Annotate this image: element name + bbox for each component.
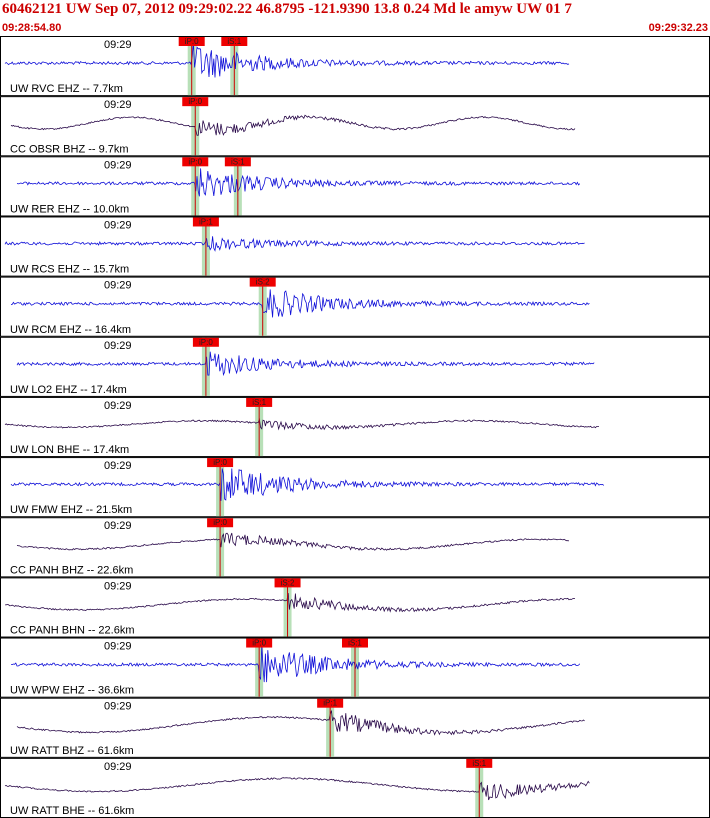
pick-flag[interactable] bbox=[221, 37, 248, 46]
row-border bbox=[0, 96, 710, 157]
event-title: 60462121 UW Sep 07, 2012 09:29:02.22 46.… bbox=[2, 1, 572, 17]
channel-row[interactable]: iP:0 09:29 UW FMW EHZ -- 21.5km bbox=[0, 457, 710, 518]
pick-label: iS:1 bbox=[227, 37, 241, 46]
channel-row[interactable]: iP:1 09:29 UW RCS EHZ -- 15.7km bbox=[0, 216, 710, 277]
waveform-trace bbox=[10, 468, 605, 501]
channel-label: UW RCM EHZ -- 16.4km bbox=[10, 324, 131, 336]
channel-label: UW FMW EHZ -- 21.5km bbox=[10, 504, 132, 516]
row-time-label: 09:29 bbox=[104, 219, 132, 231]
pick-flag[interactable] bbox=[246, 638, 273, 648]
waveform-trace bbox=[10, 289, 590, 318]
waveform-trace bbox=[16, 168, 581, 197]
pick-label: iP:1 bbox=[199, 217, 213, 226]
row-time-label: 09:29 bbox=[104, 340, 132, 352]
row-time-label: 09:29 bbox=[104, 580, 132, 592]
start-time-label: 09:28:54.80 bbox=[2, 22, 62, 34]
row-time-label: 09:29 bbox=[104, 641, 132, 653]
pick-label: iS:1 bbox=[231, 157, 245, 166]
channel-label: CC PANH BHZ -- 22.6km bbox=[10, 564, 133, 576]
channel-label: UW RER EHZ -- 10.0km bbox=[10, 203, 129, 215]
row-time-label: 09:29 bbox=[104, 400, 132, 412]
waveform-trace bbox=[10, 114, 576, 136]
row-time-label: 09:29 bbox=[104, 39, 132, 51]
pick-flag[interactable] bbox=[466, 758, 493, 768]
channel-row[interactable]: iP:1 09:29 UW RATT BHZ -- 61.6km bbox=[0, 697, 710, 758]
pick-flag[interactable] bbox=[342, 638, 368, 648]
pick-label: iS:1 bbox=[472, 759, 486, 768]
row-border bbox=[0, 216, 710, 277]
waveform-trace bbox=[4, 236, 585, 252]
pick-label: iP:0 bbox=[199, 338, 213, 347]
channel-row[interactable]: iP:0 iS:1 09:29 UW WPW EHZ -- 36.6km bbox=[0, 637, 710, 698]
pick-label: iP:0 bbox=[185, 37, 199, 46]
row-border bbox=[0, 577, 710, 638]
pick-flag[interactable] bbox=[207, 458, 234, 468]
channel-row[interactable]: iS:2 09:29 CC PANH BHN -- 22.6km bbox=[0, 577, 710, 638]
pick-label: iP:0 bbox=[213, 458, 227, 467]
waveform-trace bbox=[4, 42, 570, 78]
channel-label: UW RATT BHE -- 61.6km bbox=[10, 805, 134, 817]
row-border bbox=[0, 156, 710, 217]
pick-flag[interactable] bbox=[182, 157, 209, 167]
channel-row[interactable]: iP:0 09:29 CC OBSR BHZ -- 9.7km bbox=[0, 96, 710, 157]
waveform-trace bbox=[4, 777, 590, 801]
pick-flag[interactable] bbox=[224, 157, 251, 167]
seismogram-panel: iP:0 iS:1 09:29 UW RVC EHZ -- 7.7km iP:0 09:2… bbox=[0, 36, 710, 818]
channel-row[interactable]: iP:0 iS:1 09:29 UW RVC EHZ -- 7.7km bbox=[0, 36, 710, 97]
channel-row[interactable]: iS:2 09:29 UW RCM EHZ -- 16.4km bbox=[0, 276, 710, 337]
row-time-label: 09:29 bbox=[104, 159, 132, 171]
pick-label: iS:2 bbox=[256, 278, 270, 287]
row-border bbox=[0, 757, 710, 818]
pick-flag[interactable] bbox=[317, 698, 344, 708]
row-border bbox=[0, 457, 710, 518]
channel-label: UW RCS EHZ -- 15.7km bbox=[10, 264, 129, 276]
pick-flag[interactable] bbox=[182, 97, 209, 107]
pick-label: iP:0 bbox=[188, 157, 202, 166]
end-time-label: 09:29:32.23 bbox=[648, 22, 708, 34]
pick-flag[interactable] bbox=[192, 337, 219, 347]
channel-label: CC PANH BHN -- 22.6km bbox=[10, 625, 134, 637]
channel-label: CC OBSR BHZ -- 9.7km bbox=[10, 143, 129, 155]
pick-label: iS:1 bbox=[348, 639, 362, 648]
row-time-label: 09:29 bbox=[104, 99, 132, 111]
pick-flag[interactable] bbox=[274, 578, 301, 588]
pick-flag[interactable] bbox=[178, 37, 205, 46]
row-time-label: 09:29 bbox=[104, 701, 132, 713]
event-header: 60462121 UW Sep 07, 2012 09:29:02.22 46.… bbox=[0, 0, 710, 36]
waveform-trace bbox=[4, 417, 599, 431]
pick-label: iP:0 bbox=[188, 97, 202, 106]
channel-row[interactable]: iS:1 09:29 UW LON BHE -- 17.4km bbox=[0, 396, 710, 458]
waveform-trace bbox=[11, 645, 581, 683]
channel-label: UW WPW EHZ -- 36.6km bbox=[10, 685, 134, 697]
waveform-trace bbox=[16, 710, 585, 736]
waveform-trace bbox=[16, 351, 595, 377]
waveform-trace bbox=[4, 593, 576, 613]
pick-label: iP:1 bbox=[323, 699, 337, 708]
pick-flag[interactable] bbox=[192, 217, 219, 227]
row-border bbox=[0, 697, 710, 758]
pick-label: iS:1 bbox=[252, 398, 266, 407]
pick-label: iP:0 bbox=[213, 518, 227, 527]
pick-flag[interactable] bbox=[246, 397, 273, 407]
row-border bbox=[0, 36, 710, 97]
channel-label: UW RVC EHZ -- 7.7km bbox=[10, 83, 123, 95]
row-border bbox=[0, 336, 710, 397]
pick-flag[interactable] bbox=[207, 518, 234, 528]
channel-label: UW LON BHE -- 17.4km bbox=[10, 444, 129, 456]
channel-label: UW RATT BHZ -- 61.6km bbox=[10, 745, 134, 757]
row-time-label: 09:29 bbox=[104, 460, 132, 472]
pick-flag[interactable] bbox=[249, 277, 276, 287]
row-border bbox=[0, 276, 710, 337]
row-time-label: 09:29 bbox=[104, 761, 132, 773]
pick-label: iP:0 bbox=[252, 639, 266, 648]
waveform-trace bbox=[16, 532, 570, 551]
channel-label: UW LO2 EHZ -- 17.4km bbox=[10, 384, 127, 396]
pick-label: iS:2 bbox=[281, 578, 295, 587]
row-time-label: 09:29 bbox=[104, 520, 132, 532]
row-time-label: 09:29 bbox=[104, 280, 132, 292]
channel-row[interactable]: iP:0 09:29 CC PANH BHZ -- 22.6km bbox=[0, 517, 710, 578]
channel-row[interactable]: iP:0 iS:1 09:29 UW RER EHZ -- 10.0km bbox=[0, 156, 710, 217]
channel-row[interactable]: iP:0 09:29 UW LO2 EHZ -- 17.4km bbox=[0, 336, 710, 397]
channel-row[interactable]: iS:1 09:29 UW RATT BHE -- 61.6km bbox=[0, 757, 710, 818]
